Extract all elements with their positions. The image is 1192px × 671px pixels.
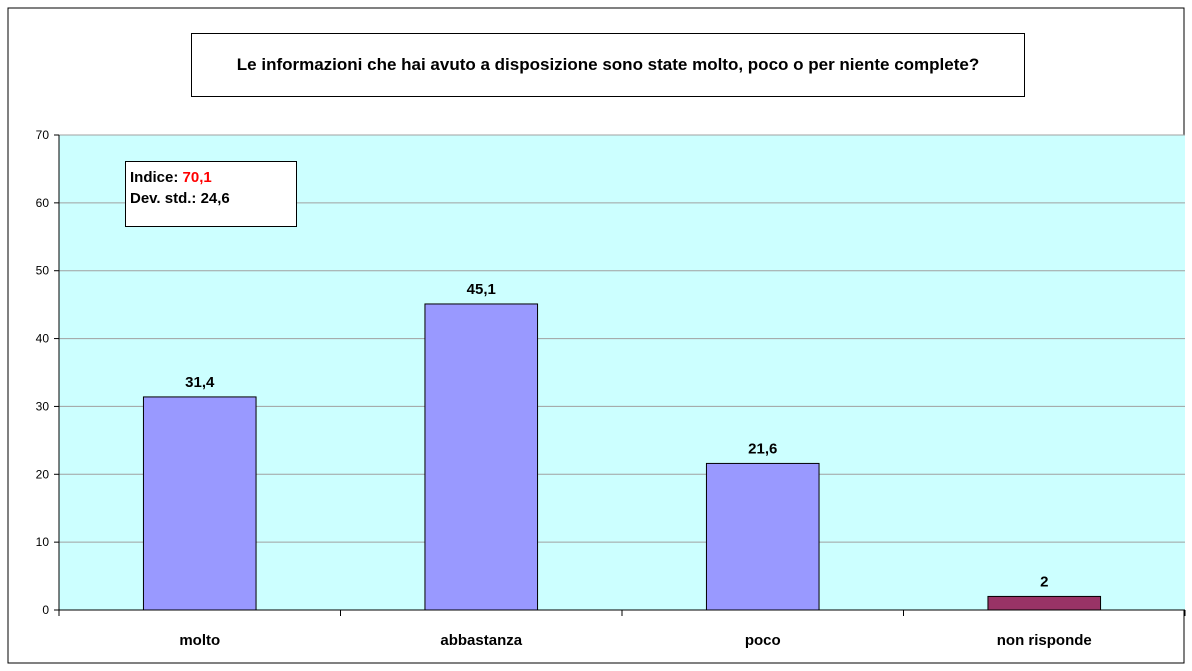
stats-dev-row: Dev. std.: 24,6: [130, 188, 296, 209]
stats-index-value: 70,1: [182, 169, 212, 186]
x-tick-label: poco: [745, 632, 781, 649]
bar-abbastanza: [424, 303, 539, 611]
chart-title-box: Le informazioni che hai avuto a disposiz…: [191, 33, 1025, 97]
y-tick-label: 30: [36, 399, 50, 413]
stats-dev-value: 24,6: [200, 190, 230, 207]
data-label: 2: [1040, 573, 1048, 590]
y-tick-label: 50: [36, 264, 50, 278]
y-tick-label: 0: [42, 603, 49, 617]
x-tick-label: abbastanza: [440, 632, 522, 649]
stats-dev-label: Dev. std.:: [130, 190, 197, 207]
stats-index-label: Indice:: [130, 169, 179, 186]
data-label: 31,4: [185, 374, 215, 391]
bar-poco: [705, 462, 820, 611]
bar-molto: [142, 396, 257, 611]
stats-box: Indice: 70,1 Dev. std.: 24,6: [125, 161, 297, 227]
y-tick-label: 70: [36, 128, 50, 142]
chart-title: Le informazioni che hai avuto a disposiz…: [236, 55, 980, 74]
y-tick-label: 10: [36, 535, 50, 549]
data-label: 21,6: [748, 440, 777, 457]
y-tick-label: 40: [36, 332, 50, 346]
bars: [142, 303, 1102, 611]
bar-non-risponde: [987, 595, 1102, 611]
data-label: 45,1: [467, 281, 496, 298]
labels: 0 10 20 30 40 50 60 70 31,4 molto 45,1 abbastanza 21…: [36, 128, 1092, 649]
stats-index-row: Indice: 70,1: [130, 167, 296, 188]
x-tick-label: non risponde: [997, 632, 1092, 649]
y-tick-label: 20: [36, 467, 50, 481]
x-tick-label: molto: [179, 632, 220, 649]
y-tick-label: 60: [36, 196, 50, 210]
